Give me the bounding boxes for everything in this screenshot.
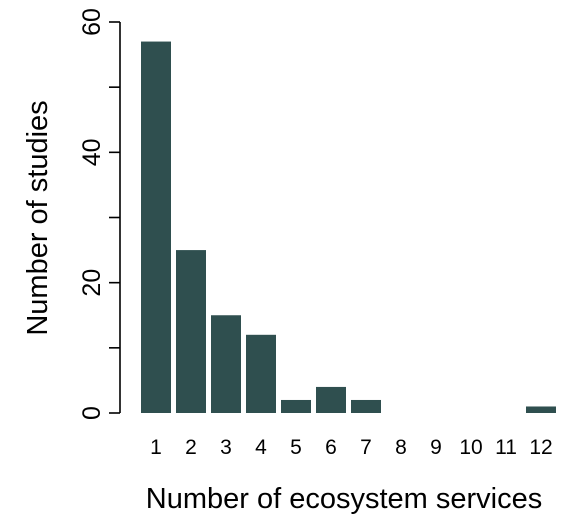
bar-3 bbox=[211, 315, 241, 413]
x-tick-label: 7 bbox=[360, 436, 372, 459]
x-tick-label: 6 bbox=[325, 436, 337, 459]
x-tick-label: 8 bbox=[395, 436, 407, 459]
y-tick-label: 40 bbox=[78, 138, 106, 166]
bar-12 bbox=[526, 406, 556, 413]
y-axis: 0 20 40 60 bbox=[78, 8, 121, 420]
bar-7 bbox=[351, 399, 381, 413]
bar-5 bbox=[281, 399, 311, 413]
bar-2 bbox=[176, 250, 206, 413]
x-tick-label: 9 bbox=[430, 436, 442, 459]
bars bbox=[141, 41, 556, 414]
y-axis-title: Number of studies bbox=[22, 100, 54, 335]
x-tick-label: 5 bbox=[290, 436, 302, 459]
x-tick-label: 2 bbox=[185, 436, 197, 459]
x-tick-label: 10 bbox=[459, 436, 482, 459]
y-tick-label: 60 bbox=[78, 8, 106, 36]
x-tick-label: 3 bbox=[220, 436, 232, 459]
bar-1 bbox=[141, 41, 171, 414]
bar-4 bbox=[246, 334, 276, 413]
bar-6 bbox=[316, 386, 346, 413]
x-tick-label: 4 bbox=[255, 436, 267, 459]
x-tick-label: 1 bbox=[150, 436, 162, 459]
x-tick-label: 11 bbox=[495, 436, 517, 459]
x-axis-title: Number of ecosystem services bbox=[146, 483, 542, 515]
y-tick-label: 0 bbox=[78, 406, 106, 420]
x-tick-labels: 1 2 3 4 5 6 7 8 9 10 11 12 bbox=[150, 436, 553, 459]
x-tick-label: 12 bbox=[529, 436, 552, 459]
y-tick-label: 20 bbox=[78, 269, 106, 297]
